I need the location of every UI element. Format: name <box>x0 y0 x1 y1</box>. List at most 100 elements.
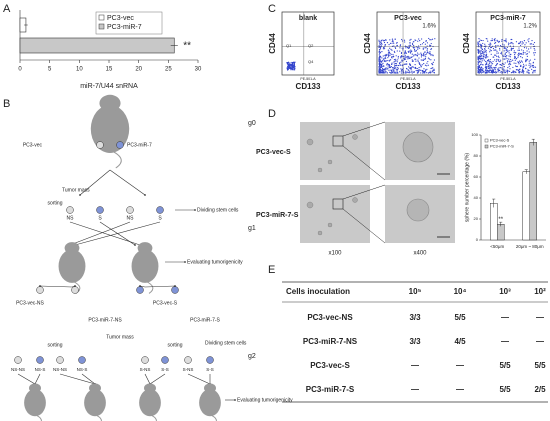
event-dot <box>501 64 503 66</box>
tumor <box>116 141 124 149</box>
event-dot <box>423 58 425 60</box>
event-dot <box>397 55 399 58</box>
event-dot <box>495 67 497 69</box>
event-dot <box>527 72 530 74</box>
table-cell: 4/5 <box>454 337 466 346</box>
event-dot <box>529 65 532 67</box>
event-dot <box>405 60 408 63</box>
event-dot <box>477 51 480 54</box>
event-dot <box>424 58 426 60</box>
tumor <box>206 356 214 364</box>
event-dot <box>490 50 492 52</box>
event-dot <box>400 57 402 59</box>
event-dot <box>288 64 290 66</box>
event-dot <box>400 61 402 63</box>
bar <box>497 224 505 241</box>
event-dot <box>378 72 380 74</box>
event-dot <box>380 47 382 49</box>
event-dot <box>482 71 484 74</box>
diagram-text: PC3-miR-7-NS <box>88 317 122 323</box>
event-dot <box>431 63 433 65</box>
event-dot <box>521 70 524 72</box>
event-dot <box>391 57 393 59</box>
event-dot <box>423 70 425 73</box>
event-dot <box>392 68 394 70</box>
event-dot <box>505 56 507 58</box>
event-dot <box>491 66 493 69</box>
event-dot <box>530 43 533 45</box>
event-dot <box>424 72 426 74</box>
event-dot <box>402 47 404 49</box>
table-cell: — <box>411 385 419 394</box>
line <box>81 373 96 385</box>
event-dot <box>393 69 395 71</box>
event-dot <box>290 63 293 66</box>
event-dot <box>524 67 527 69</box>
event-dot <box>417 59 419 61</box>
event-dot <box>391 42 393 44</box>
event-dot <box>382 48 385 50</box>
event-dot <box>421 64 423 66</box>
event-dot <box>408 71 411 73</box>
event-dot <box>291 61 293 64</box>
event-dot <box>489 68 491 70</box>
event-dot <box>477 58 479 60</box>
event-dot <box>505 49 507 52</box>
event-dot <box>394 60 396 63</box>
event-dot <box>491 72 493 74</box>
event-dot <box>493 71 496 74</box>
event-dot <box>393 59 396 61</box>
event-dot <box>505 41 508 43</box>
event-dot <box>287 61 289 64</box>
event-dot <box>488 62 490 64</box>
event-dot <box>519 68 521 70</box>
event-dot <box>528 48 530 50</box>
event-dot <box>401 59 403 61</box>
event-dot <box>529 59 532 61</box>
diagram-text: PC3-miR-7-S <box>190 317 220 323</box>
y-axis-label: CD44 <box>268 33 277 54</box>
event-dot <box>387 67 389 69</box>
event-dot <box>391 49 393 51</box>
event-dot <box>482 39 484 42</box>
event-dot <box>414 39 416 41</box>
event-dot <box>430 44 432 47</box>
event-dot <box>487 60 490 62</box>
event-dot <box>499 64 501 66</box>
event-dot <box>378 67 380 69</box>
event-dot <box>383 40 385 42</box>
event-dot <box>405 47 407 49</box>
line <box>74 221 161 246</box>
table-header: 10³ <box>499 287 511 296</box>
event-dot <box>489 58 491 61</box>
event-dot <box>509 54 511 56</box>
event-dot <box>485 53 488 55</box>
event-dot <box>477 63 479 66</box>
event-dot <box>519 53 522 55</box>
event-dot <box>517 52 520 55</box>
event-dot <box>479 58 481 60</box>
event-dot <box>499 44 502 47</box>
event-dot <box>508 63 510 66</box>
event-dot <box>382 46 385 49</box>
event-dot <box>409 57 411 59</box>
event-dot <box>491 38 493 40</box>
plot-title: blank <box>299 15 317 22</box>
event-dot <box>389 54 391 57</box>
event-dot <box>429 72 432 74</box>
event-dot <box>510 49 512 52</box>
event-dot <box>385 60 387 63</box>
tumor <box>171 286 179 294</box>
event-dot <box>425 47 427 49</box>
line <box>342 121 386 137</box>
event-dot <box>417 47 419 49</box>
event-dot <box>518 42 520 44</box>
table-header: 10⁵ <box>409 287 422 296</box>
event-dot <box>512 66 514 69</box>
event-dot <box>525 64 527 66</box>
event-dot <box>432 69 434 71</box>
event-dot <box>512 70 514 72</box>
event-dot <box>497 55 500 57</box>
event-dot <box>413 44 415 47</box>
diagram-text: PC3-miR-7 <box>127 142 152 148</box>
